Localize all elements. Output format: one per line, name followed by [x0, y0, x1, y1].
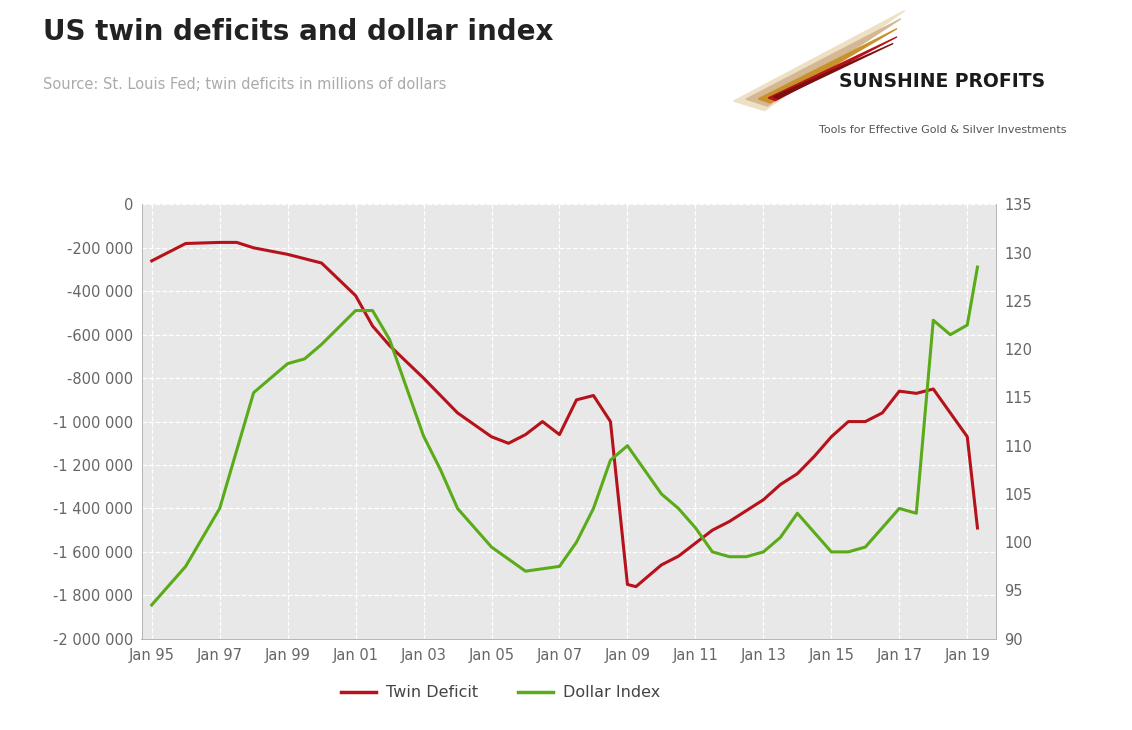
Polygon shape [734, 10, 904, 110]
Legend: Twin Deficit, Dollar Index: Twin Deficit, Dollar Index [335, 679, 667, 707]
Polygon shape [746, 19, 901, 106]
Text: Source: St. Louis Fed; twin deficits in millions of dollars: Source: St. Louis Fed; twin deficits in … [43, 77, 446, 92]
Text: SUNSHINE PROFITS: SUNSHINE PROFITS [840, 72, 1046, 91]
Polygon shape [758, 28, 897, 103]
Text: Tools for Effective Gold & Silver Investments: Tools for Effective Gold & Silver Invest… [818, 126, 1066, 136]
Text: US twin deficits and dollar index: US twin deficits and dollar index [43, 18, 554, 46]
Polygon shape [773, 43, 893, 99]
Polygon shape [769, 36, 897, 101]
